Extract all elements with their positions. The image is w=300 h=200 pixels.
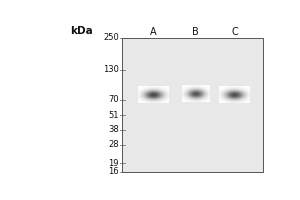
- Text: A: A: [150, 27, 157, 37]
- Text: 16: 16: [108, 167, 119, 176]
- Text: 250: 250: [103, 33, 119, 42]
- Text: B: B: [192, 27, 199, 37]
- Text: 19: 19: [108, 159, 119, 168]
- Text: 38: 38: [108, 125, 119, 134]
- Text: kDa: kDa: [70, 26, 93, 36]
- Text: C: C: [232, 27, 238, 37]
- Bar: [122, 38, 263, 172]
- Text: 51: 51: [108, 111, 119, 120]
- Text: 28: 28: [108, 140, 119, 149]
- Text: 70: 70: [108, 95, 119, 104]
- Text: 130: 130: [103, 65, 119, 74]
